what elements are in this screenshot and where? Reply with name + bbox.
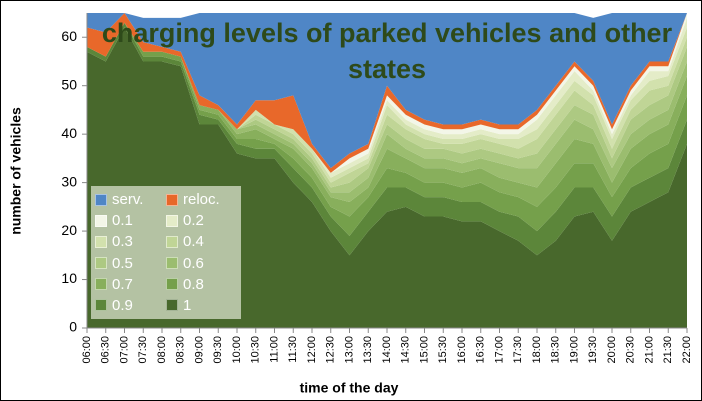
y-tick-label: 30 [61, 173, 77, 189]
legend-label: 0.7 [112, 275, 133, 293]
legend-swatch [166, 299, 178, 312]
x-tick-label: 15:30 [437, 336, 449, 364]
legend-swatch [95, 193, 107, 206]
x-tick-label: 11:00 [268, 336, 280, 363]
y-tick-label: 50 [61, 76, 77, 92]
x-tick-label: 21:30 [662, 336, 674, 364]
y-axis-label: number of vehicles [8, 107, 24, 235]
legend-label: 0.9 [112, 296, 133, 314]
legend-label: 0.4 [183, 233, 204, 251]
legend-swatch [166, 193, 178, 206]
legend-item: 1 [166, 295, 237, 316]
x-axis-label: time of the day [300, 380, 399, 396]
x-tick-label: 20:30 [625, 336, 637, 364]
legend-label: 0.1 [112, 212, 133, 230]
x-tick-label: 21:00 [643, 336, 655, 364]
legend-label: reloc. [183, 191, 220, 209]
legend-swatch [95, 278, 107, 291]
x-tick-label: 08:30 [175, 336, 187, 364]
x-tick-label: 16:30 [475, 336, 487, 364]
x-tick-label: 08:00 [156, 336, 168, 364]
legend-swatch [166, 235, 178, 248]
legend-swatch [166, 278, 178, 291]
legend-label: serv. [112, 191, 144, 209]
y-tick-label: 40 [61, 125, 77, 141]
x-tick-label: 22:00 [681, 336, 693, 364]
legend-item: 0.2 [166, 210, 237, 231]
legend-item: 0.4 [166, 231, 237, 252]
legend-swatch [166, 214, 178, 227]
x-tick-label: 10:30 [250, 336, 262, 364]
x-tick-label: 12:30 [325, 336, 337, 364]
x-tick-label: 13:00 [343, 336, 355, 364]
legend-item: reloc. [166, 189, 237, 210]
legend-swatch [95, 299, 107, 312]
x-tick-label: 14:30 [400, 336, 412, 364]
legend-item: 0.5 [95, 252, 166, 273]
legend-swatch [166, 257, 178, 270]
legend-label: 0.2 [183, 212, 204, 230]
x-tick-label: 16:00 [456, 336, 468, 364]
x-tick-label: 20:00 [606, 336, 618, 364]
legend-label: 0.3 [112, 233, 133, 251]
legend-swatch [95, 235, 107, 248]
y-tick-label: 20 [61, 222, 77, 238]
legend: serv. reloc. 0.1 0.2 0.3 0.4 0.5 0.6 0.7 0.8 0.9 1 [91, 186, 241, 319]
x-tick-label: 13:30 [362, 336, 374, 364]
x-tick-label: 12:00 [306, 336, 318, 364]
chart-title: charging levels of parked vehicles and o… [101, 18, 673, 84]
x-tick-label: 06:30 [100, 336, 112, 364]
legend-item: serv. [95, 189, 166, 210]
legend-label: 0.8 [183, 275, 204, 293]
legend-item: 0.1 [95, 210, 166, 231]
legend-label: 0.5 [112, 254, 133, 272]
legend-item: 0.9 [95, 295, 166, 316]
y-tick-label: 60 [61, 28, 77, 44]
legend-item: 0.7 [95, 274, 166, 295]
x-tick-label: 18:00 [531, 336, 543, 364]
legend-swatch [95, 257, 107, 270]
x-tick-label: 14:00 [381, 336, 393, 364]
x-tick-label: 11:30 [287, 336, 299, 363]
area [87, 22, 687, 188]
legend-label: 1 [183, 296, 192, 314]
x-tick-label: 18:30 [550, 336, 562, 364]
x-tick-label: 10:00 [231, 336, 243, 364]
x-tick-label: 09:00 [193, 336, 205, 364]
x-tick-label: 07:30 [137, 336, 149, 364]
x-tick-label: 17:00 [493, 336, 505, 364]
x-tick-label: 15:00 [418, 336, 430, 364]
x-tick-label: 19:00 [568, 336, 580, 364]
legend-item: 0.8 [166, 274, 237, 295]
x-tick-label: 17:30 [512, 336, 524, 364]
y-tick-label: 0 [69, 319, 77, 335]
area [87, 22, 687, 256]
area [87, 13, 687, 169]
legend-swatch [95, 214, 107, 227]
legend-item: 0.3 [95, 231, 166, 252]
area [87, 13, 687, 173]
y-tick-label: 10 [61, 270, 77, 286]
x-tick-label: 19:30 [587, 336, 599, 364]
legend-label: 0.6 [183, 254, 204, 272]
legend-item: 0.6 [166, 252, 237, 273]
x-tick-label: 06:00 [81, 336, 93, 364]
x-tick-label: 07:00 [118, 336, 130, 364]
x-tick-label: 09:30 [212, 336, 224, 364]
